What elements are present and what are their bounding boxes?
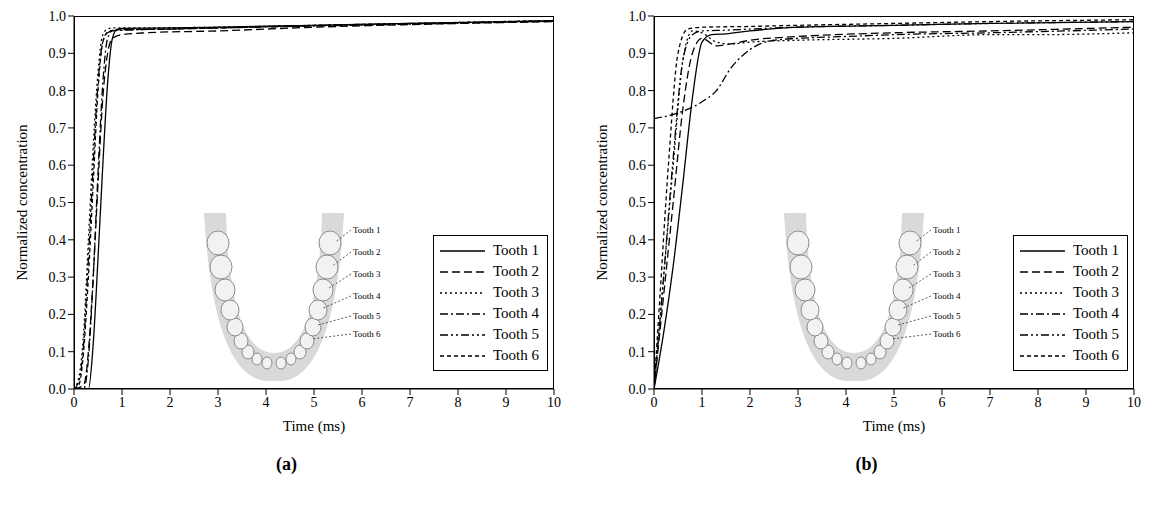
svg-text:0.4: 0.4 bbox=[629, 233, 647, 248]
svg-text:0.9: 0.9 bbox=[629, 46, 647, 61]
svg-text:Normalized concentration: Normalized concentration bbox=[14, 124, 30, 281]
svg-text:0.1: 0.1 bbox=[629, 345, 647, 360]
svg-text:9: 9 bbox=[503, 395, 510, 410]
html-text:Tooth 2: Tooth 2 bbox=[1073, 263, 1119, 279]
svg-text:Time (ms): Time (ms) bbox=[863, 418, 925, 435]
svg-text:0.9: 0.9 bbox=[49, 46, 67, 61]
svg-text:Tooth 2: Tooth 2 bbox=[933, 247, 961, 257]
svg-text:0.6: 0.6 bbox=[629, 158, 647, 173]
html-text:Tooth 5: Tooth 5 bbox=[1073, 326, 1119, 342]
svg-text:0.3: 0.3 bbox=[49, 270, 67, 285]
svg-text:Tooth 5: Tooth 5 bbox=[933, 311, 961, 321]
svg-text:Time (ms): Time (ms) bbox=[283, 418, 345, 435]
svg-text:0.8: 0.8 bbox=[49, 84, 67, 99]
svg-text:0.2: 0.2 bbox=[629, 307, 647, 322]
svg-text:5: 5 bbox=[311, 395, 318, 410]
svg-text:Tooth 4: Tooth 4 bbox=[353, 291, 381, 301]
html-text:Tooth 3: Tooth 3 bbox=[493, 284, 539, 300]
svg-text:2: 2 bbox=[747, 395, 754, 410]
svg-text:0.5: 0.5 bbox=[49, 195, 67, 210]
svg-text:Tooth 6: Tooth 6 bbox=[933, 329, 961, 339]
svg-text:7: 7 bbox=[987, 395, 994, 410]
svg-text:4: 4 bbox=[843, 395, 850, 410]
svg-text:0.3: 0.3 bbox=[629, 270, 647, 285]
svg-text:3: 3 bbox=[215, 395, 222, 410]
svg-text:Tooth 3: Tooth 3 bbox=[353, 269, 381, 279]
svg-text:Tooth 3: Tooth 3 bbox=[933, 269, 961, 279]
svg-text:1: 1 bbox=[699, 395, 706, 410]
svg-text:Tooth 5: Tooth 5 bbox=[353, 311, 381, 321]
svg-text:8: 8 bbox=[1035, 395, 1042, 410]
svg-text:Normalized concentration: Normalized concentration bbox=[594, 124, 610, 281]
svg-text:0.0: 0.0 bbox=[629, 382, 647, 397]
svg-text:0: 0 bbox=[651, 395, 658, 410]
svg-text:1.0: 1.0 bbox=[629, 9, 647, 24]
svg-text:Tooth 2: Tooth 2 bbox=[353, 247, 381, 257]
svg-text:0.7: 0.7 bbox=[49, 121, 67, 136]
svg-text:0.8: 0.8 bbox=[629, 84, 647, 99]
html-text:Tooth 1: Tooth 1 bbox=[1073, 242, 1119, 258]
svg-text:1: 1 bbox=[119, 395, 126, 410]
svg-text:5: 5 bbox=[891, 395, 898, 410]
svg-text:2: 2 bbox=[167, 395, 174, 410]
html-text:Tooth 1: Tooth 1 bbox=[493, 242, 539, 258]
svg-text:6: 6 bbox=[939, 395, 946, 410]
svg-text:0.4: 0.4 bbox=[49, 233, 67, 248]
svg-text:0.1: 0.1 bbox=[49, 345, 67, 360]
svg-text:3: 3 bbox=[795, 395, 802, 410]
html-text:Tooth 3: Tooth 3 bbox=[1073, 284, 1119, 300]
svg-text:6: 6 bbox=[359, 395, 366, 410]
svg-text:7: 7 bbox=[407, 395, 414, 410]
svg-text:10: 10 bbox=[547, 395, 561, 410]
svg-text:Tooth 1: Tooth 1 bbox=[933, 225, 961, 235]
html-text:(a): (a) bbox=[276, 454, 297, 474]
svg-text:0.2: 0.2 bbox=[49, 307, 67, 322]
svg-text:0: 0 bbox=[71, 395, 78, 410]
html-text:(b): (b) bbox=[855, 454, 878, 474]
html-text:Tooth 6: Tooth 6 bbox=[493, 347, 539, 363]
svg-text:10: 10 bbox=[1127, 395, 1141, 410]
svg-text:0.6: 0.6 bbox=[49, 158, 67, 173]
html-text:Tooth 6: Tooth 6 bbox=[1073, 347, 1119, 363]
html-text:Tooth 4: Tooth 4 bbox=[1073, 305, 1119, 321]
svg-text:4: 4 bbox=[263, 395, 270, 410]
html-text:Tooth 2: Tooth 2 bbox=[493, 263, 539, 279]
svg-text:0.5: 0.5 bbox=[629, 195, 647, 210]
svg-text:0.7: 0.7 bbox=[629, 121, 647, 136]
svg-text:Tooth 6: Tooth 6 bbox=[353, 329, 381, 339]
svg-text:1.0: 1.0 bbox=[49, 9, 67, 24]
svg-text:0.0: 0.0 bbox=[49, 382, 67, 397]
svg-text:9: 9 bbox=[1083, 395, 1090, 410]
html-text:Tooth 5: Tooth 5 bbox=[493, 326, 539, 342]
svg-text:Tooth 4: Tooth 4 bbox=[933, 291, 961, 301]
svg-text:Tooth 1: Tooth 1 bbox=[353, 225, 381, 235]
svg-text:8: 8 bbox=[455, 395, 462, 410]
html-text:Tooth 4: Tooth 4 bbox=[493, 305, 539, 321]
